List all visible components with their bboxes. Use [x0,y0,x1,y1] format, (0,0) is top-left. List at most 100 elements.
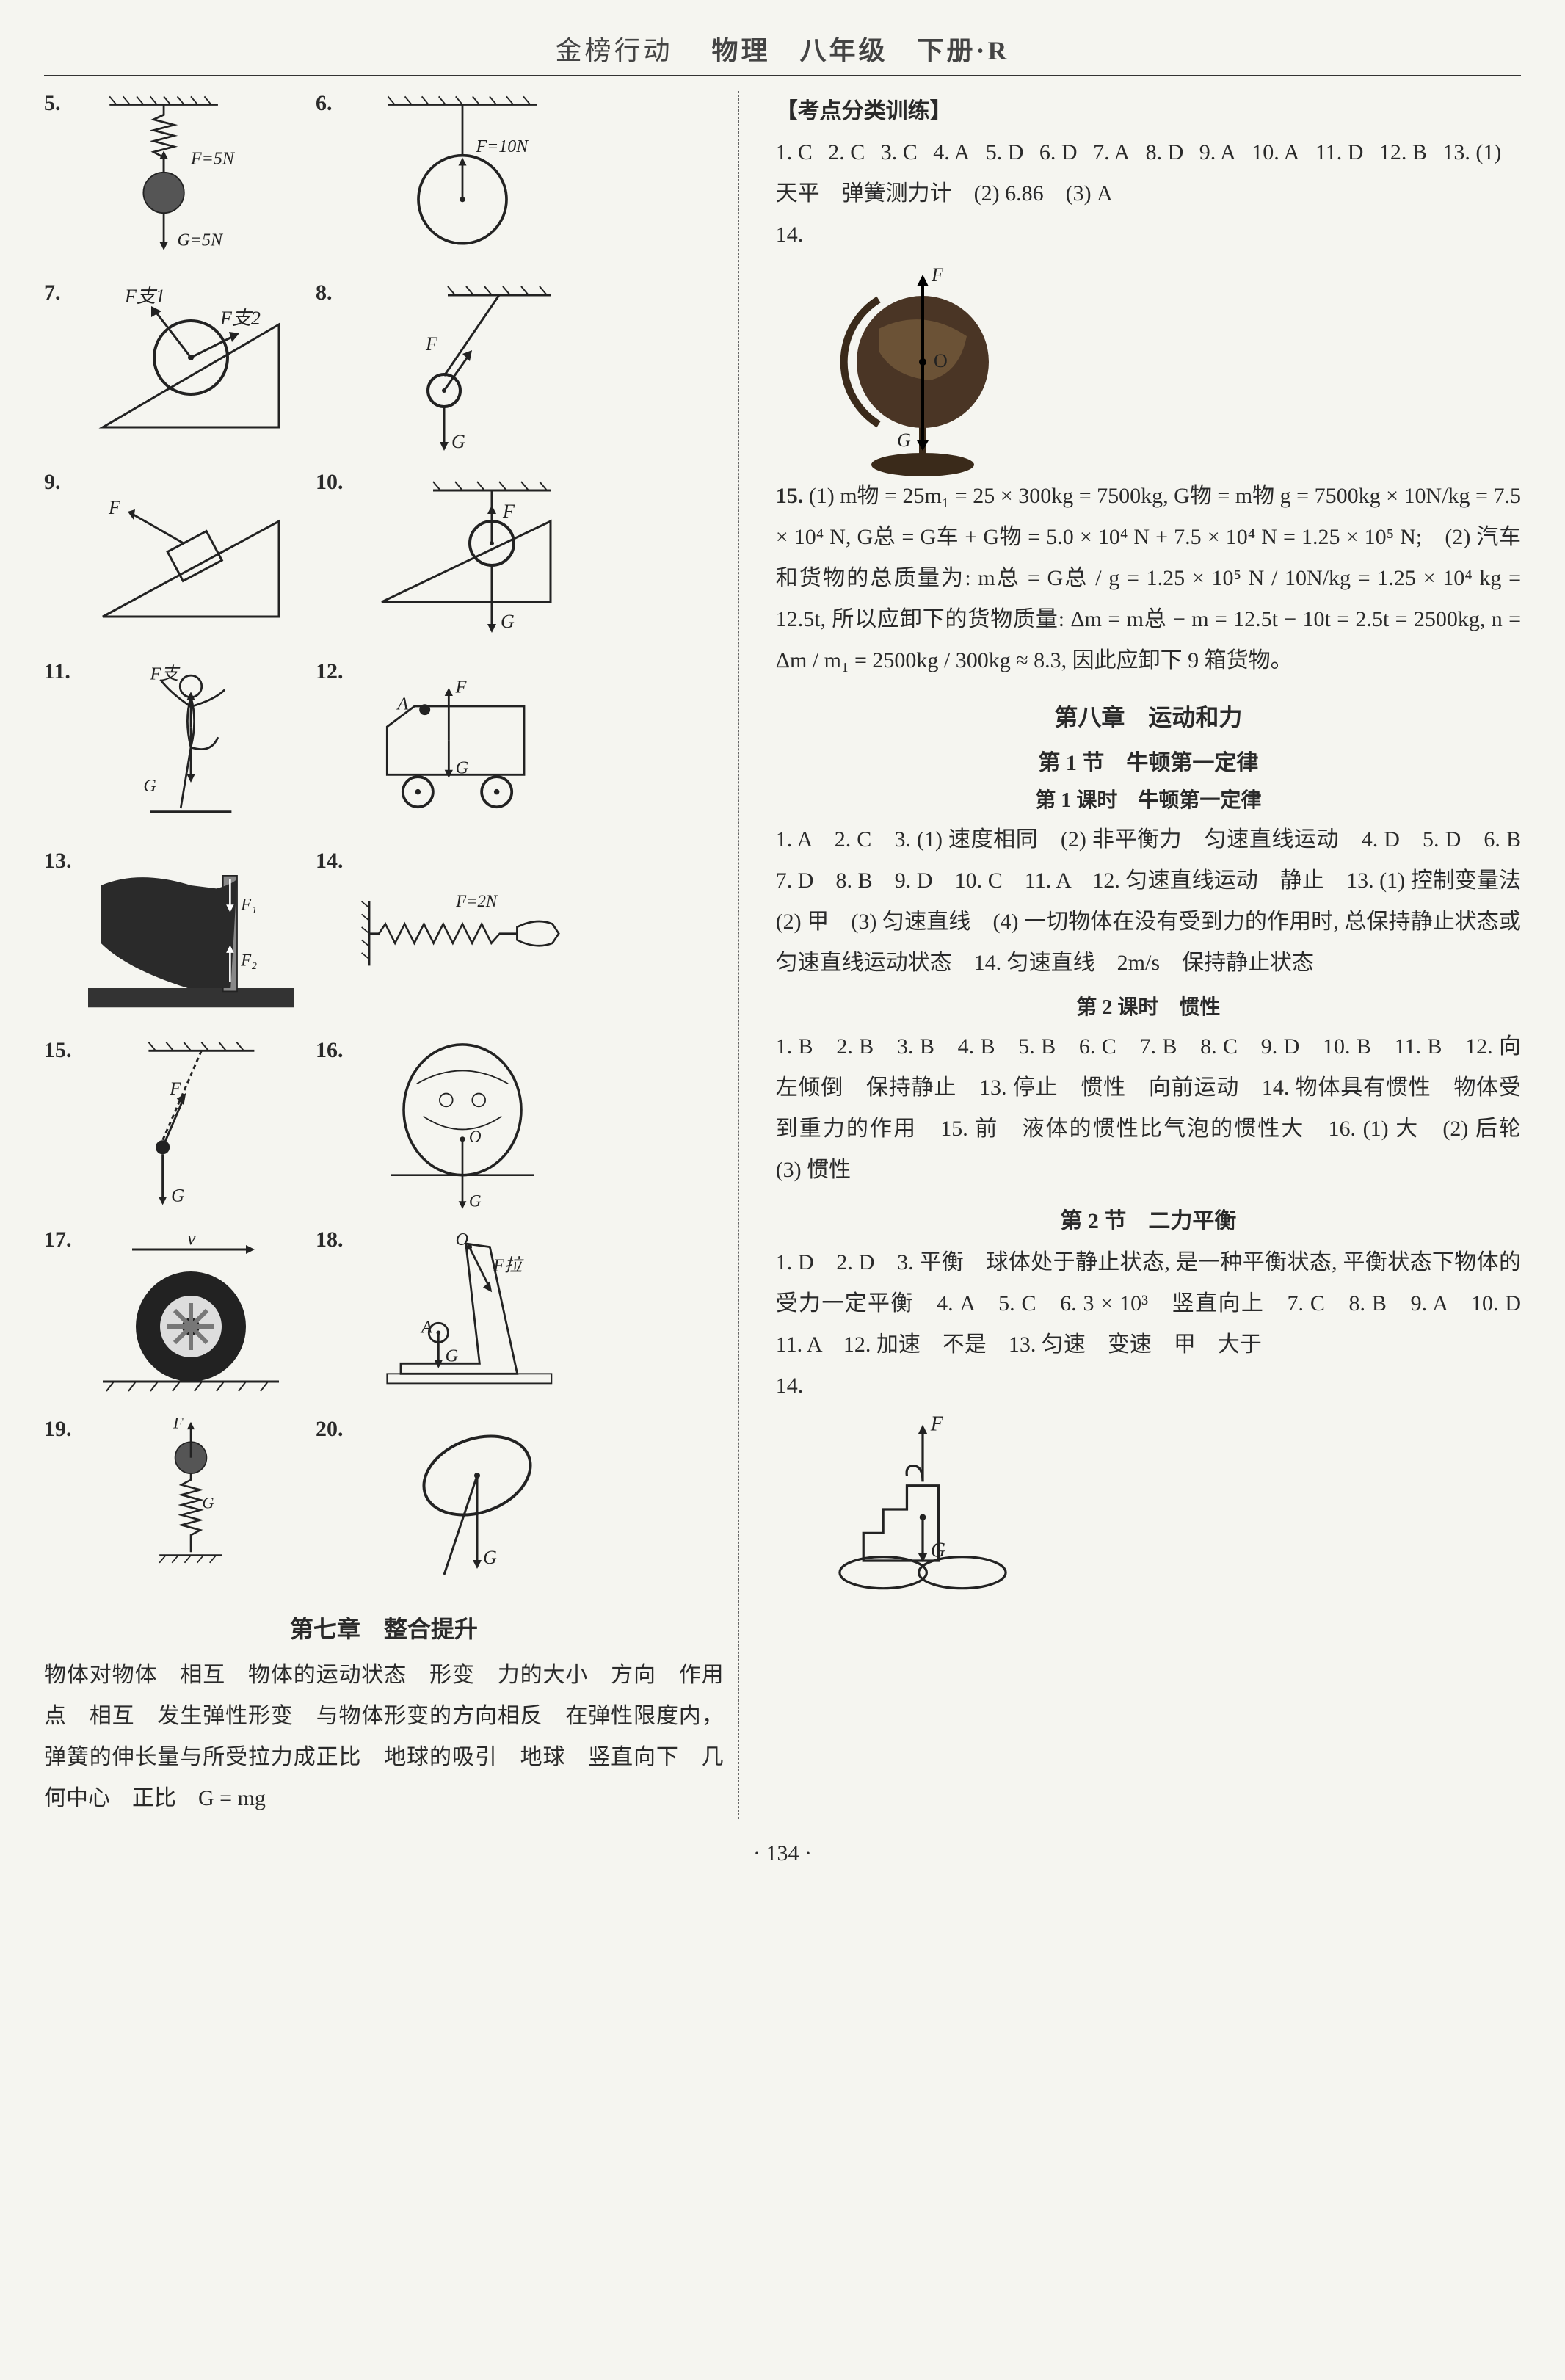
q20-G-label: G [483,1547,497,1568]
q12-F-label: F [455,677,468,697]
q18-O-label: O [456,1230,469,1249]
q15-G-label: G [171,1186,184,1206]
q14r2-F-label: F [929,1412,943,1435]
q14-F-label: F=2N [455,892,498,910]
q6-F-label: F=10N [475,137,529,156]
q10-num: 10. [316,470,352,495]
q11-G-label: G [143,777,156,796]
left-column: 5. [44,91,739,1819]
q12-diagram: A F G [360,659,565,835]
q7-F1-label: F支1 [124,286,165,307]
q18-diagram: O F拉 A G [360,1227,565,1404]
q8-G-label: G [451,431,465,452]
q9-F-label: F [108,497,121,518]
q13-item: 13. F₁ F₂ [44,849,294,1025]
q14r-diagram: O F G [820,255,1025,476]
q14r2-diagram: F G [820,1407,1025,1627]
q16-O-label: O [469,1127,482,1146]
q8-num: 8. [316,280,352,305]
ch8-s1-p1-title: 第 1 课时 牛顿第一定律 [776,784,1521,813]
q15r-num: 15. [776,484,804,508]
q5-diagram: F=5N G=5N [88,91,294,267]
q19-num: 19. [44,1417,81,1442]
ans-10: 10. A [1252,140,1299,164]
page-number: · 134 · [44,1841,1521,1866]
q14r-F-label: F [931,264,944,286]
ans-5: 5. D [986,140,1024,164]
q7-diagram: F支1 F支2 [88,280,294,457]
q11-item: 11. F支 [44,659,294,835]
q15-item: 15. F [44,1038,294,1214]
q5-num: 5. [44,91,81,116]
ch8-title: 第八章 运动和力 [776,699,1521,733]
q13-F1-label: F₁ [240,895,257,913]
q16-diagram: O G [360,1038,565,1214]
q14r2-G-label: G [930,1539,945,1562]
row-13-14: 13. F₁ F₂ [44,849,724,1025]
q14-num: 14. [316,849,352,874]
q14-diagram: F=2N [360,849,565,1025]
ans-9: 9. A [1199,140,1236,164]
q5-G-label: G=5N [178,231,225,250]
q14r-num: 14. [776,214,1521,255]
ch8-s1-p2-title: 第 2 课时 惯性 [776,991,1521,1020]
ans-4: 4. A [933,140,970,164]
q12-G-label: G [456,758,469,777]
q9-num: 9. [44,470,81,495]
header-part1: 金榜行动 [555,36,702,65]
q19-G-label: G [202,1493,214,1512]
right-column: 【考点分类训练】 1. C 2. C 3. C 4. A 5. D 6. D 7… [769,91,1521,1819]
q11-diagram: F支 G [88,659,294,835]
q10-F-label: F [502,501,515,522]
q17-num: 17. [44,1227,81,1252]
row-17-18: 17. v [44,1227,724,1404]
kdfl-title: 【考点分类训练】 [776,91,1521,132]
q11-num: 11. [44,659,81,684]
q8-F-label: F [425,333,438,355]
ans-12: 12. B [1379,140,1427,164]
row-9-10: 9. F 10. [44,470,724,646]
q15r-text: (1) m物 = 25m₁ = 25 × 300kg = 7500kg, G物 … [776,484,1521,672]
ans-11: 11. D [1315,140,1364,164]
q17-v-label: v [187,1227,196,1249]
ch8-s2-answers: 1. D 2. D 3. 平衡 球体处于静止状态, 是一种平衡状态, 平衡状态下… [776,1242,1521,1365]
q6-item: 6. [316,91,565,267]
page-header: 金榜行动 物理 八年级 下册·R [44,29,1521,76]
q18-G-label: G [446,1346,459,1366]
q20-item: 20. G [316,1417,565,1593]
header-part2: 物理 八年级 下册·R [712,36,1010,65]
q16-num: 16. [316,1038,352,1063]
q5-item: 5. [44,91,294,267]
q16-item: 16. O G [316,1038,565,1214]
q9-diagram: F [88,470,294,646]
ans-8: 8. D [1146,140,1184,164]
q15-diagram: F G [88,1038,294,1214]
two-column-layout: 5. [44,91,1521,1819]
q20-num: 20. [316,1417,352,1442]
q12-A-label: A [396,694,408,714]
q16-G-label: G [469,1191,482,1210]
row-19-20: 19. F G [44,1417,724,1593]
q12-num: 12. [316,659,352,684]
kdfl-answers: 1. C 2. C 3. C 4. A 5. D 6. D 7. A 8. D … [776,132,1521,214]
q8-item: 8. F [316,280,565,457]
q17-diagram: v [88,1227,294,1404]
q14-item: 14. F=2N [316,849,565,1025]
q7-F2-label: F支2 [219,308,261,329]
q10-item: 10. F [316,470,565,646]
q18-item: 18. O F拉 A [316,1227,565,1404]
ans-3: 3. C [881,140,918,164]
q14r2-num: 14. [776,1365,1521,1407]
ch8-s2-title: 第 2 节 二力平衡 [776,1202,1521,1235]
q6-num: 6. [316,91,352,116]
q17-item: 17. v [44,1227,294,1404]
q9-item: 9. F [44,470,294,646]
ch8-s1-p2-answers: 1. B 2. B 3. B 4. B 5. B 6. C 7. B 8. C … [776,1026,1521,1191]
q11-F-label: F支 [150,664,181,684]
ans-1: 1. C [776,140,813,164]
q10-G-label: G [501,611,515,632]
ans-2: 2. C [828,140,865,164]
q15r: 15. (1) m物 = 25m₁ = 25 × 300kg = 7500kg,… [776,476,1521,681]
q13-F2-label: F₂ [240,951,257,969]
row-11-12: 11. F支 [44,659,724,835]
